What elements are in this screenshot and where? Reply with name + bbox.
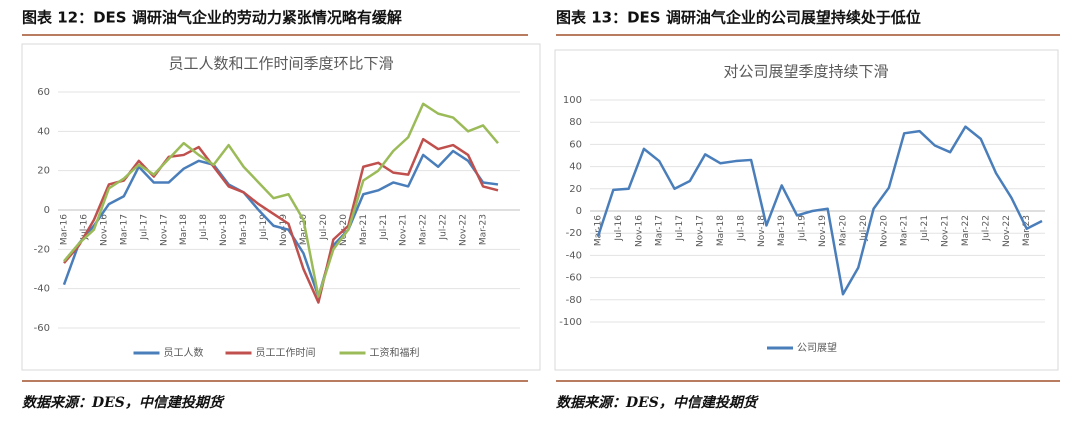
x-tick-label: Nov-17 [696, 215, 706, 247]
x-tick-label: Jul-21 [379, 214, 389, 241]
x-tick-label: Mar-18 [179, 214, 189, 245]
x-tick-label: Nov-21 [941, 215, 951, 247]
x-tick-label: Jul-21 [920, 215, 930, 242]
x-tick-label: Mar-20 [299, 214, 309, 245]
y-tick-label: 40 [569, 162, 582, 173]
x-tick-label: Jul-18 [736, 215, 746, 242]
x-tick-label: Jul-17 [675, 215, 685, 242]
y-tick-label: 0 [44, 205, 50, 216]
x-tick-label: Mar-19 [239, 214, 249, 245]
x-tick-label: Nov-19 [818, 215, 828, 247]
x-tick-label: Mar-23 [1022, 215, 1032, 246]
x-tick-label: Nov-22 [459, 214, 469, 246]
y-tick-label: 80 [569, 117, 582, 128]
x-tick-label: Mar-16 [60, 214, 70, 245]
x-tick-label: Mar-22 [961, 215, 971, 246]
x-tick-label: Jul-20 [319, 214, 329, 241]
x-tick-label: Jul-22 [439, 214, 449, 241]
x-tick-label: Nov-16 [634, 215, 644, 247]
x-tick-label: Mar-20 [838, 215, 848, 246]
x-tick-label: Mar-18 [716, 215, 726, 246]
x-tick-label: Nov-20 [879, 215, 889, 247]
series-line [62, 149, 499, 298]
figure-caption: 图表 13：DES 调研油气企业的公司展望持续处于低位 [556, 9, 921, 27]
x-tick-label: Jul-18 [199, 214, 209, 241]
x-tick-label: Nov-19 [279, 214, 289, 246]
x-tick-label: Nov-16 [99, 214, 109, 246]
chart-frame [554, 49, 1059, 371]
source-note: 数据来源：DES，中信建投期货 [556, 394, 759, 411]
x-tick-label: Jul-16 [79, 214, 89, 241]
x-tick-label: Jul-22 [981, 215, 991, 242]
x-tick-label: Jul-20 [859, 215, 869, 242]
y-tick-label: 20 [37, 166, 50, 177]
x-tick-label: Jul-19 [259, 214, 269, 241]
x-tick-label: Mar-17 [655, 215, 665, 246]
series-line [63, 102, 499, 298]
x-tick-label: Mar-21 [900, 215, 910, 246]
x-tick-label: Mar-17 [119, 214, 129, 245]
legend-label: 工资和福利 [370, 346, 420, 359]
x-tick-label: Nov-17 [159, 214, 169, 246]
y-tick-label: -80 [566, 295, 582, 306]
y-tick-label: -60 [34, 323, 50, 334]
x-tick-label: Nov-18 [757, 215, 767, 247]
series-line [63, 137, 499, 304]
chart-title: 员工人数和工作时间季度环比下滑 [168, 55, 393, 73]
y-tick-label: 100 [563, 95, 582, 106]
x-tick-label: Mar-22 [419, 214, 429, 245]
x-tick-label: Jul-16 [614, 215, 624, 242]
x-tick-label: Nov-21 [399, 214, 409, 246]
x-tick-label: Jul-17 [139, 214, 149, 241]
x-tick-label: Mar-21 [359, 214, 369, 245]
source-note: 数据来源：DES，中信建投期货 [22, 394, 225, 411]
y-tick-label: -40 [34, 284, 50, 295]
x-tick-label: Mar-23 [479, 214, 489, 245]
y-tick-label: 60 [37, 87, 50, 98]
chart-title: 对公司展望季度持续下滑 [723, 63, 888, 81]
y-tick-label: -60 [566, 273, 582, 284]
x-tick-label: Nov-18 [219, 214, 229, 246]
y-tick-label: -20 [566, 228, 582, 239]
figure-caption: 图表 12：DES 调研油气企业的劳动力紧张情况略有缓解 [22, 9, 402, 27]
x-tick-label: Jul-19 [798, 215, 808, 242]
y-tick-label: 20 [569, 184, 582, 195]
x-tick-label: Mar-16 [594, 215, 604, 246]
x-tick-label: Nov-22 [1002, 215, 1012, 247]
legend-label: 员工人数 [164, 346, 204, 359]
legend-label: 员工工作时间 [256, 346, 316, 359]
y-tick-label: -100 [559, 317, 582, 328]
series-line [596, 125, 1043, 296]
y-tick-label: -40 [566, 250, 582, 261]
y-tick-label: -20 [34, 244, 50, 255]
y-tick-label: 0 [576, 206, 582, 217]
x-tick-label: Mar-19 [777, 215, 787, 246]
legend-label: 公司展望 [797, 341, 837, 354]
y-tick-label: 40 [37, 126, 50, 137]
y-tick-label: 60 [569, 139, 582, 150]
